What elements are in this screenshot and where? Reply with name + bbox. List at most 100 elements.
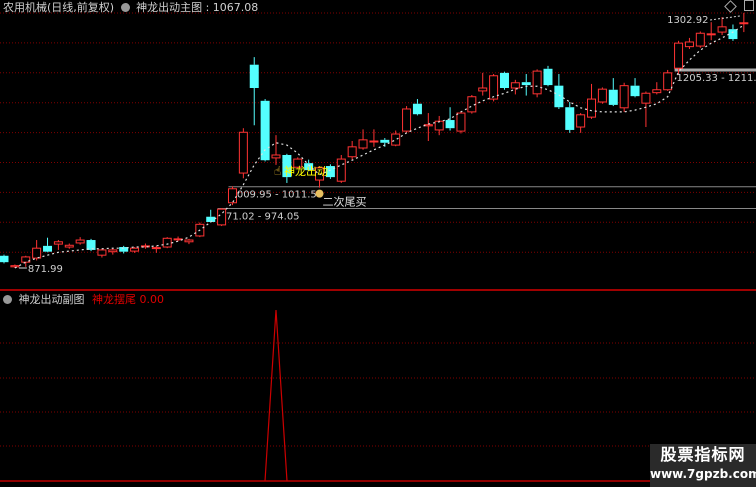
candle	[304, 159, 314, 172]
candle	[717, 16, 727, 35]
range-label: 971.02 - 974.05	[220, 212, 300, 223]
diamond-icon[interactable]	[723, 0, 737, 13]
candle-body	[478, 87, 488, 92]
candle	[402, 106, 412, 133]
candle-body	[53, 241, 63, 245]
candle-body	[521, 82, 531, 86]
candle-body	[434, 120, 444, 131]
candle	[325, 164, 335, 179]
candle-body	[412, 103, 422, 115]
candle-body	[151, 247, 161, 250]
candle	[521, 74, 531, 96]
candle-body	[97, 249, 107, 256]
candle	[358, 129, 368, 150]
candle-body	[184, 239, 194, 243]
candle	[260, 99, 270, 162]
candle	[663, 69, 673, 91]
candle	[32, 240, 42, 261]
candle	[227, 186, 237, 206]
window-icon[interactable]	[744, 0, 754, 11]
candle-body	[510, 82, 520, 89]
candle	[674, 40, 684, 75]
candle-body	[543, 68, 553, 86]
candle	[184, 238, 194, 245]
candle	[423, 113, 433, 142]
candle-body	[663, 72, 673, 91]
candle	[249, 57, 259, 126]
candle	[543, 65, 553, 87]
signal-label: 神龙出动	[284, 164, 328, 178]
chart-header: 农用机械(日线,前复权) 神龙出动主图 : 1067.08	[3, 1, 258, 15]
candle-body	[641, 92, 651, 104]
watermark-title: 股票指标网	[660, 445, 746, 464]
candle	[597, 87, 607, 104]
top-right-controls	[723, 0, 754, 15]
candle	[445, 107, 455, 131]
settings-circle-icon[interactable]	[120, 3, 130, 12]
candle-body	[336, 158, 346, 182]
candle-body	[10, 265, 20, 268]
candle-body	[608, 89, 618, 105]
candle-body	[532, 70, 542, 95]
candle-body	[21, 256, 31, 263]
candle-body	[140, 245, 150, 248]
candle	[728, 24, 738, 41]
candle	[86, 238, 96, 252]
candle-body	[75, 239, 85, 244]
candle	[456, 111, 466, 134]
candle-body	[391, 133, 401, 146]
candle	[554, 74, 564, 109]
sub-indicator-name: 神龙出动副图	[18, 293, 85, 306]
watermark-url: www.7gpzb.com	[650, 467, 756, 481]
candle-body	[162, 237, 172, 248]
price-label-arrow	[710, 15, 741, 21]
candle-body	[217, 208, 227, 226]
candle	[130, 247, 140, 253]
candle	[489, 74, 499, 102]
candle-body	[271, 154, 281, 159]
candle-body	[684, 41, 694, 48]
low-price-label: 871.99	[28, 264, 63, 275]
candle-body	[565, 107, 575, 130]
candle-body	[554, 85, 564, 108]
sub-series-label: 神龙摆尾	[92, 293, 136, 306]
settings-circle-icon[interactable]	[3, 295, 12, 304]
candle	[108, 248, 118, 255]
candle-body	[293, 158, 303, 168]
candle-body	[402, 108, 412, 132]
candle-body	[227, 188, 237, 204]
candle	[238, 128, 248, 179]
candle-body	[86, 240, 96, 250]
candle-body	[499, 72, 509, 89]
candle	[282, 153, 292, 183]
candle-body	[32, 247, 42, 259]
candle-body	[587, 98, 597, 118]
candle	[619, 82, 629, 112]
candle-body	[347, 146, 357, 158]
stock-title: 农用机械(日线,前复权)	[3, 1, 115, 14]
candle-body	[380, 139, 390, 143]
candle-body	[630, 85, 640, 97]
candle	[347, 141, 357, 160]
candle	[97, 248, 107, 258]
candle-body	[717, 26, 727, 33]
candle-body	[206, 216, 216, 222]
candle-body	[260, 100, 270, 161]
candle	[499, 71, 509, 90]
candle	[576, 113, 586, 133]
candle	[510, 79, 520, 95]
candle-body	[674, 42, 684, 69]
candle-body	[652, 89, 662, 94]
candle-body	[728, 29, 738, 40]
candle-body	[445, 120, 455, 129]
candle-body	[467, 96, 477, 113]
candle-body	[325, 166, 335, 178]
candle-body	[119, 247, 129, 252]
candle-body	[315, 167, 325, 181]
candle-body	[597, 88, 607, 103]
candle	[119, 245, 129, 254]
candle	[217, 207, 227, 227]
candle	[271, 135, 281, 165]
range-label: 1205.33 - 1211.99	[677, 73, 756, 84]
